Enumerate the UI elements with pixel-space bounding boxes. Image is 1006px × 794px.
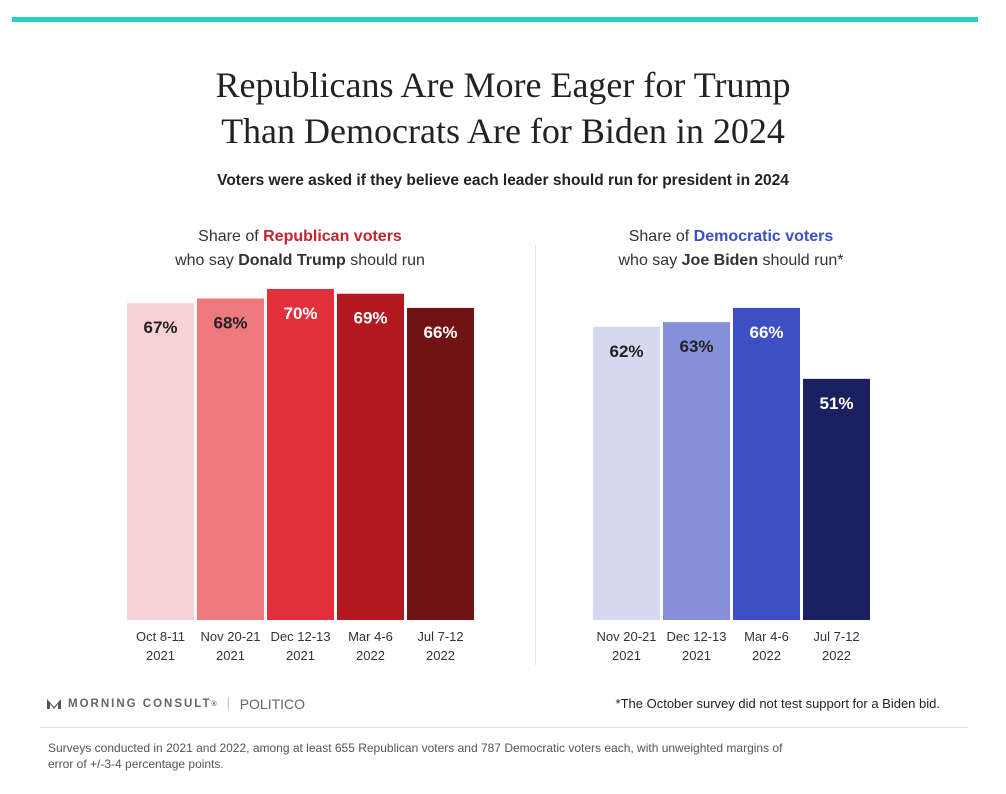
chart-subtitle: Voters were asked if they believe each l… [217, 172, 789, 189]
rep-bar-4 [407, 307, 474, 620]
footer-divider [40, 727, 968, 728]
rep-bar-0 [127, 303, 194, 620]
dem-bar-label-1: 63% [679, 337, 713, 356]
dem-bar-label-2: 66% [749, 323, 783, 342]
dem-bar-0 [593, 326, 660, 620]
dem-tick-label-2-0: Mar 4-6 [744, 629, 789, 644]
left-panel-header: Share of Republican voters who say Donal… [127, 225, 473, 273]
right-head-line2-suffix: should run* [758, 252, 844, 269]
rep-tick-label-4-0: Jul 7-12 [417, 629, 463, 644]
dem-bar-label-0: 62% [609, 342, 643, 361]
left-head-line2-prefix: who say [175, 252, 239, 269]
right-panel-header: Share of Democratic voters who say Joe B… [560, 225, 902, 273]
right-head-name: Joe Biden [681, 252, 759, 269]
rep-tick-label-1-1: 2021 [216, 648, 245, 663]
dem-bar-3 [803, 378, 870, 620]
dem-tick-label-1-0: Dec 12-13 [667, 629, 727, 644]
brand-separator: | [226, 698, 230, 710]
dem-bar-1 [663, 322, 730, 620]
left-head-name: Donald Trump [238, 252, 346, 269]
rep-bar-label-1: 68% [213, 313, 247, 332]
rep-bar-3 [337, 293, 404, 620]
dem-tick-label-0-0: Nov 20-21 [597, 629, 657, 644]
rep-tick-label-2-1: 2021 [286, 648, 315, 663]
dem-tick-label-2-1: 2022 [752, 648, 781, 663]
right-head-line2-prefix: who say [618, 252, 682, 269]
rep-tick-label-4-1: 2022 [426, 648, 455, 663]
morning-consult-logo-icon [47, 699, 61, 709]
chart-title: Republicans Are More Eager for Trump Tha… [0, 62, 1006, 154]
panel-divider [535, 245, 536, 665]
brand-mark: ® [211, 700, 217, 708]
dem-tick-label-3-1: 2022 [822, 648, 851, 663]
left-head-prefix: Share of [198, 228, 264, 245]
brand-name: MORNING CONSULT [68, 698, 212, 710]
dem-tick-label-1-1: 2021 [682, 648, 711, 663]
dem-tick-label-3-0: Jul 7-12 [813, 629, 859, 644]
right-head-party: Democratic voters [693, 228, 834, 245]
rep-bar-label-0: 67% [143, 318, 177, 337]
rep-bar-label-2: 70% [283, 304, 317, 323]
rep-tick-label-3-0: Mar 4-6 [348, 629, 393, 644]
rep-bar-label-3: 69% [353, 309, 387, 328]
title-line-1: Republicans Are More Eager for Trump [215, 65, 791, 105]
rep-bar-1 [197, 298, 264, 620]
rep-bar-2 [267, 289, 334, 620]
left-head-line2-suffix: should run [345, 252, 425, 269]
rep-tick-label-2-0: Dec 12-13 [271, 629, 331, 644]
rep-tick-label-0-0: Oct 8-11 [136, 629, 185, 644]
title-line-2: Than Democrats Are for Biden in 2024 [221, 111, 785, 151]
morning-consult-logo: MORNING CONSULT ® | POLITICO [46, 696, 305, 712]
partner-name: POLITICO [239, 696, 306, 712]
rep-tick-label-3-1: 2022 [356, 648, 385, 663]
source-note: Surveys conducted in 2021 and 2022, amon… [48, 741, 783, 771]
left-head-party: Republican voters [263, 228, 402, 245]
accent-bar [12, 17, 978, 22]
dem-bar-2 [733, 307, 800, 620]
dem-tick-label-0-1: 2021 [612, 648, 641, 663]
rep-tick-label-1-0: Nov 20-21 [201, 629, 261, 644]
right-head-prefix: Share of [628, 228, 694, 245]
rep-bar-label-4: 66% [423, 323, 457, 342]
dem-bar-label-3: 51% [819, 394, 853, 413]
footnote: *The October survey did not test support… [615, 696, 940, 711]
rep-tick-label-0-1: 2021 [146, 648, 175, 663]
